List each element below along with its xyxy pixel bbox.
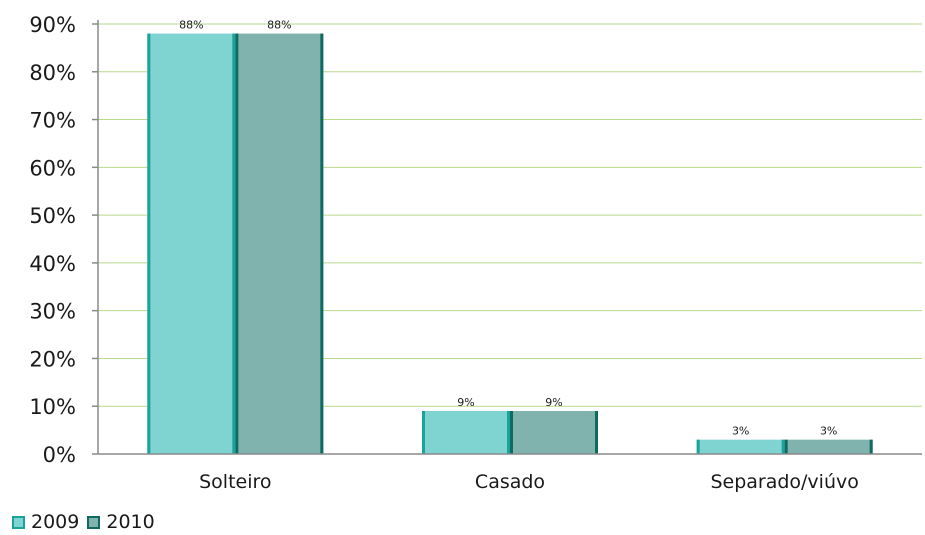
bar-edge-right xyxy=(232,33,236,455)
legend-item-2009: 2009 xyxy=(12,511,79,533)
y-tick-label: 20% xyxy=(29,347,76,371)
bar-chart: 0% 10% 20% 30% 40% 50% 60% 70% 80% 90% 88% 88% 9% 9%… xyxy=(29,13,922,493)
bar-edge-right xyxy=(595,411,598,454)
bar-2009-Solteiro xyxy=(147,33,236,455)
bar-2009-Separado/viúvo xyxy=(696,439,785,454)
bar-edge-left xyxy=(696,439,700,454)
data-label-2010-Separado/viúvo: 3% xyxy=(820,425,837,438)
data-label-2009-Solteiro: 88% xyxy=(179,19,203,32)
y-tick-label: 30% xyxy=(29,300,76,324)
data-label-2010-Solteiro: 88% xyxy=(267,19,291,32)
x-axis-ticks: Solteiro Casado Separado/viúvo xyxy=(199,471,859,493)
legend-item-2010: 2010 xyxy=(87,511,155,533)
x-tick-label: Casado xyxy=(475,471,545,493)
bar-2010-Casado xyxy=(510,411,598,454)
legend-label-2009: 2009 xyxy=(31,511,80,533)
bar-edge-left xyxy=(235,33,239,455)
y-tick-label: 0% xyxy=(43,443,76,467)
bar-edge-right xyxy=(781,439,785,454)
legend: 2009 2010 xyxy=(12,511,163,533)
bar-edge-left xyxy=(422,411,425,454)
bar-edge-right xyxy=(507,411,510,454)
bar-2010-Solteiro xyxy=(235,33,324,455)
x-tick-label: Separado/viúvo xyxy=(710,471,858,493)
data-label-2009-Separado/viúvo: 3% xyxy=(732,425,749,438)
data-label-2010-Casado: 9% xyxy=(545,396,562,409)
bar-edge-right xyxy=(320,33,324,455)
bar-edge-right xyxy=(869,439,873,454)
bar-2009-Casado xyxy=(422,411,510,454)
bars xyxy=(147,33,873,455)
y-tick-label: 60% xyxy=(29,156,76,180)
legend-label-2010: 2010 xyxy=(106,511,155,533)
bar-2010-Separado/viúvo xyxy=(784,439,873,454)
y-tick-label: 80% xyxy=(29,61,76,85)
legend-swatch-2010 xyxy=(87,515,101,529)
y-tick-label: 50% xyxy=(29,204,76,228)
y-axis-ticks: 0% 10% 20% 30% 40% 50% 60% 70% 80% 90% xyxy=(29,13,98,467)
y-tick-label: 10% xyxy=(29,395,76,419)
bar-edge-left xyxy=(510,411,513,454)
y-tick-label: 90% xyxy=(29,13,76,37)
legend-swatch-2009 xyxy=(12,515,25,529)
data-labels: 88% 88% 9% 9% 3% 3% xyxy=(179,19,837,438)
y-tick-label: 70% xyxy=(29,109,76,133)
bar-edge-left xyxy=(147,33,151,455)
data-label-2009-Casado: 9% xyxy=(457,396,474,409)
x-tick-label: Solteiro xyxy=(199,471,271,493)
bar-edge-left xyxy=(784,439,788,454)
y-tick-label: 40% xyxy=(29,252,76,276)
